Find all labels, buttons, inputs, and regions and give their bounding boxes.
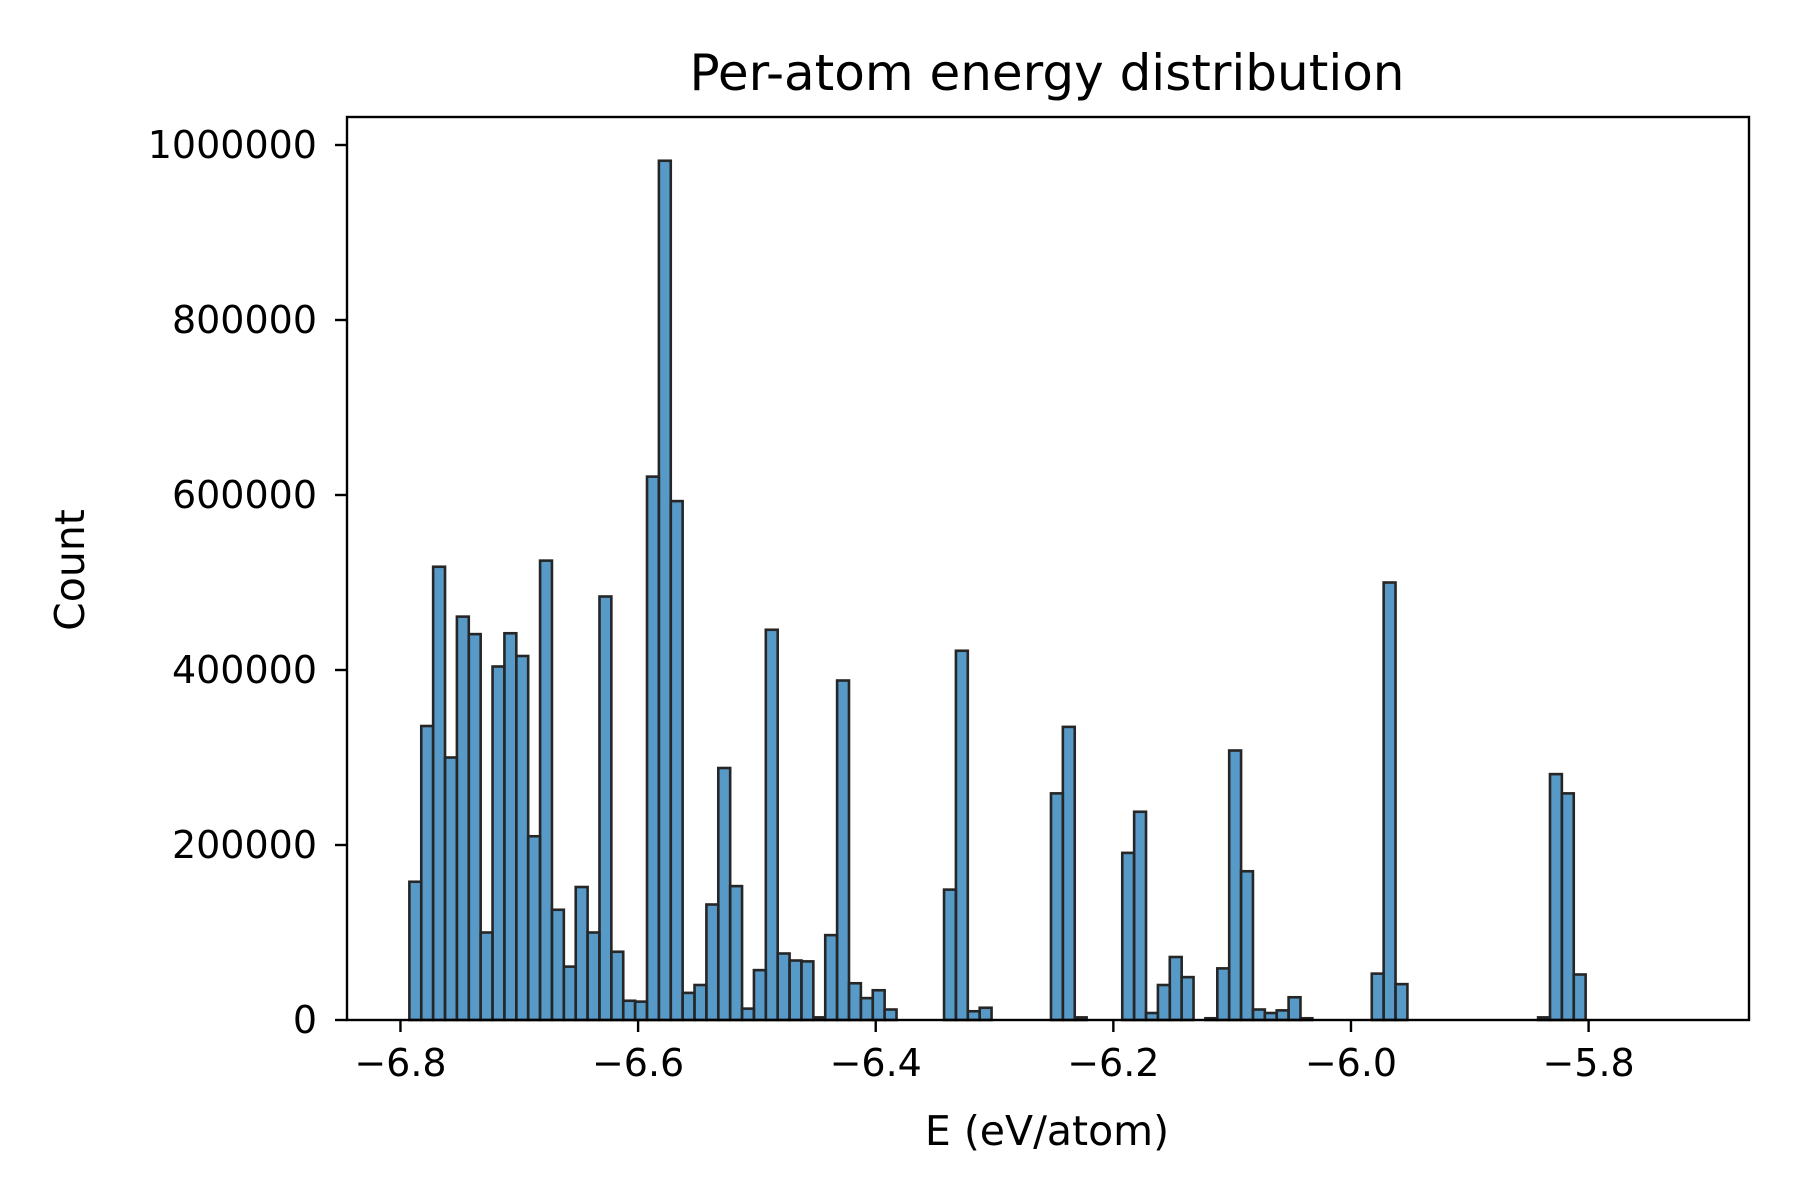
x-tick-label: −6.6: [592, 1041, 684, 1085]
histogram-bar: [1168, 955, 1183, 1022]
histogram-bar: [1156, 983, 1172, 1022]
histogram-bar: [954, 649, 970, 1022]
histogram-bar: [526, 834, 542, 1022]
histogram-bar: [1370, 972, 1385, 1022]
histogram-bar: [1120, 851, 1136, 1022]
x-tick-label: −5.8: [1542, 1041, 1634, 1085]
bars-group: [408, 159, 1587, 1022]
histogram-bar: [1548, 772, 1564, 1022]
histogram-bar: [800, 960, 815, 1022]
histogram-bar: [716, 766, 732, 1022]
histogram-bar: [443, 756, 459, 1022]
histogram-bar: [705, 903, 720, 1022]
x-tick-label: −6.8: [354, 1041, 446, 1085]
histogram-bar: [942, 888, 958, 1022]
histogram-bar: [1180, 975, 1195, 1022]
y-tick-label: 0: [293, 998, 317, 1042]
histogram-bar: [586, 931, 601, 1022]
histogram-bar: [1287, 995, 1302, 1022]
histogram-bar: [1049, 792, 1065, 1022]
x-tick-label: −6.4: [830, 1041, 922, 1085]
x-tick-label: −6.2: [1067, 1041, 1159, 1085]
histogram-bar: [467, 632, 482, 1022]
y-tick-label: 1000000: [148, 123, 317, 167]
y-tick-label: 800000: [172, 298, 317, 342]
histogram-bar: [764, 628, 779, 1022]
histogram-bar: [562, 965, 578, 1022]
plot-frame: [345, 115, 1751, 1022]
histogram-bar: [1251, 1008, 1267, 1022]
histogram-bar: [633, 1000, 649, 1022]
y-axis-ticks: 0 200000 400000 600000 800000 1000000: [148, 123, 347, 1042]
histogram-bar: [871, 988, 886, 1022]
histogram-bar: [503, 631, 518, 1022]
chart-title: Per-atom energy distribution: [689, 44, 1404, 102]
histogram-bar: [645, 475, 661, 1022]
histogram-bar: [1560, 792, 1576, 1022]
histogram-bar: [574, 885, 589, 1022]
histogram-bar: [1216, 967, 1231, 1022]
histogram-bar: [491, 665, 506, 1022]
histogram-bar: [1132, 810, 1148, 1022]
x-tick-label: −6.0: [1305, 1041, 1397, 1085]
histogram-bar: [419, 724, 435, 1022]
histogram-bar: [693, 983, 708, 1022]
histogram-bar: [657, 159, 673, 1022]
histogram-bar: [835, 679, 851, 1022]
histogram-bar: [1275, 1009, 1290, 1022]
x-axis-label: E (eV/atom): [925, 1107, 1169, 1155]
histogram-bar: [1239, 869, 1255, 1022]
histogram-bar: [966, 1009, 981, 1022]
y-tick-label: 200000: [172, 823, 317, 867]
histogram-bar: [788, 959, 803, 1022]
histogram-bar: [455, 615, 471, 1022]
histogram-bar: [408, 880, 423, 1022]
histogram-bar: [883, 1008, 898, 1022]
y-axis-label: Count: [46, 509, 94, 631]
histogram-bar: [681, 991, 696, 1022]
histogram-bar: [1227, 749, 1243, 1022]
histogram-bar: [479, 931, 494, 1022]
histogram-bar: [1572, 973, 1587, 1022]
histogram-bar: [1394, 982, 1409, 1022]
histogram-bar: [740, 1007, 756, 1022]
y-tick-label: 600000: [172, 473, 317, 517]
histogram-bar: [859, 996, 875, 1022]
histogram-bar: [728, 884, 744, 1022]
histogram-bar: [776, 952, 791, 1022]
histogram-bar: [610, 950, 625, 1022]
histogram-bar: [538, 559, 554, 1022]
histogram-bar: [621, 999, 637, 1022]
y-tick-label: 400000: [172, 648, 317, 692]
histogram-bar: [598, 595, 613, 1022]
histogram-bar: [847, 981, 863, 1022]
histogram-bar: [1061, 725, 1077, 1022]
histogram-bar: [550, 908, 566, 1022]
histogram-bar: [752, 968, 768, 1022]
histogram-bar: [978, 1006, 993, 1022]
histogram-bar: [1382, 581, 1397, 1022]
histogram-bar: [669, 499, 684, 1022]
x-axis-ticks: −6.8 −6.6 −6.4 −6.2 −6.0 −5.8: [354, 1020, 1635, 1085]
histogram-bar: [823, 933, 839, 1022]
histogram-bar: [431, 565, 447, 1022]
histogram-bar: [515, 654, 530, 1022]
